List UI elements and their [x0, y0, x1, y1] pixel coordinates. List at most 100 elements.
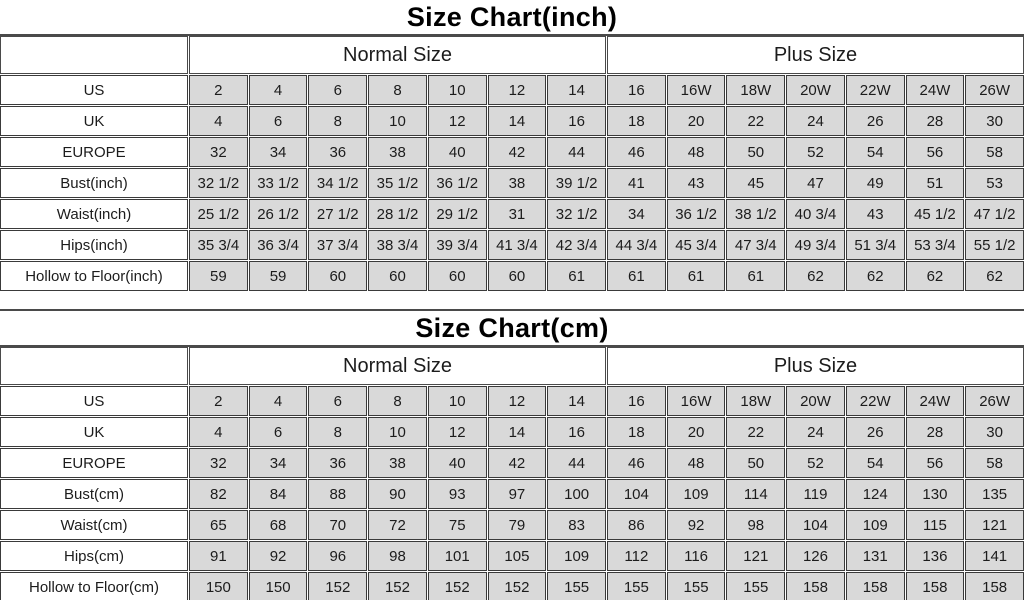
size-value-cell: 4 — [248, 75, 308, 105]
size-value-cell: 115 — [905, 510, 965, 540]
size-value-cell: 41 3/4 — [487, 230, 547, 260]
size-value-cell: 42 — [487, 137, 547, 167]
size-value-cell: 62 — [905, 261, 965, 291]
size-value-cell: 112 — [607, 541, 666, 571]
size-value-cell: 14 — [547, 386, 606, 416]
row-label: Waist(cm) — [0, 510, 188, 540]
size-value-cell: 34 — [248, 448, 308, 478]
row-label: Hollow to Floor(inch) — [0, 261, 188, 291]
size-value-cell: 96 — [308, 541, 368, 571]
size-value-cell: 18 — [607, 417, 666, 447]
size-value-cell: 14 — [547, 75, 606, 105]
size-value-cell: 50 — [726, 448, 786, 478]
size-value-cell: 155 — [726, 572, 786, 600]
size-value-cell: 35 1/2 — [368, 168, 427, 198]
size-value-cell: 24 — [786, 417, 845, 447]
size-value-cell: 24W — [905, 386, 965, 416]
size-value-cell: 22W — [845, 386, 905, 416]
size-value-cell: 54 — [845, 448, 905, 478]
size-value-cell: 10 — [368, 417, 427, 447]
size-value-cell: 100 — [547, 479, 606, 509]
size-value-cell: 6 — [248, 417, 308, 447]
column-group-header: Plus Size — [607, 347, 1024, 385]
column-group-header: Normal Size — [189, 347, 606, 385]
size-value-cell: 8 — [308, 417, 368, 447]
size-value-cell: 4 — [248, 386, 308, 416]
size-value-cell: 31 — [487, 199, 547, 229]
size-value-cell: 70 — [308, 510, 368, 540]
size-value-cell: 20 — [666, 106, 726, 136]
size-value-cell: 38 3/4 — [368, 230, 427, 260]
size-value-cell: 82 — [189, 479, 248, 509]
size-value-cell: 158 — [965, 572, 1024, 600]
size-value-cell: 141 — [965, 541, 1024, 571]
size-value-cell: 36 3/4 — [248, 230, 308, 260]
size-value-cell: 8 — [308, 106, 368, 136]
size-value-cell: 47 — [786, 168, 845, 198]
size-value-cell: 26 — [845, 417, 905, 447]
size-value-cell: 92 — [248, 541, 308, 571]
size-value-cell: 97 — [487, 479, 547, 509]
size-value-cell: 36 — [308, 448, 368, 478]
size-value-cell: 22 — [726, 106, 786, 136]
size-value-cell: 55 1/2 — [965, 230, 1024, 260]
size-value-cell: 27 1/2 — [308, 199, 368, 229]
corner-cell — [0, 36, 188, 74]
size-value-cell: 41 — [607, 168, 666, 198]
size-value-cell: 65 — [189, 510, 248, 540]
size-value-cell: 39 3/4 — [427, 230, 487, 260]
size-value-cell: 51 3/4 — [845, 230, 905, 260]
size-value-cell: 37 3/4 — [308, 230, 368, 260]
size-value-cell: 52 — [786, 137, 845, 167]
size-value-cell: 43 — [666, 168, 726, 198]
row-label: EUROPE — [0, 137, 188, 167]
size-value-cell: 38 1/2 — [726, 199, 786, 229]
size-value-cell: 34 — [248, 137, 308, 167]
size-table-cm: Normal Size Plus Size US 2 4 6 8 10 12 14 16 16W 18W… — [0, 347, 1024, 600]
size-value-cell: 119 — [786, 479, 845, 509]
size-value-cell: 60 — [487, 261, 547, 291]
size-value-cell: 38 — [487, 168, 547, 198]
size-value-cell: 116 — [666, 541, 726, 571]
size-value-cell: 48 — [666, 137, 726, 167]
size-value-cell: 48 — [666, 448, 726, 478]
size-value-cell: 114 — [726, 479, 786, 509]
size-value-cell: 14 — [487, 417, 547, 447]
size-value-cell: 32 — [189, 137, 248, 167]
size-value-cell: 46 — [607, 448, 666, 478]
size-value-cell: 6 — [248, 106, 308, 136]
size-value-cell: 83 — [547, 510, 606, 540]
size-value-cell: 10 — [427, 75, 487, 105]
size-value-cell: 26 1/2 — [248, 199, 308, 229]
size-value-cell: 62 — [965, 261, 1024, 291]
size-value-cell: 18W — [726, 386, 786, 416]
size-value-cell: 34 — [607, 199, 666, 229]
size-value-cell: 20 — [666, 417, 726, 447]
size-value-cell: 16W — [666, 75, 726, 105]
size-value-cell: 40 — [427, 448, 487, 478]
size-value-cell: 10 — [368, 106, 427, 136]
size-value-cell: 93 — [427, 479, 487, 509]
size-chart-inch-title: Size Chart(inch) — [0, 0, 1024, 36]
size-value-cell: 60 — [368, 261, 427, 291]
size-value-cell: 121 — [965, 510, 1024, 540]
size-value-cell: 25 1/2 — [189, 199, 248, 229]
size-value-cell: 49 3/4 — [786, 230, 845, 260]
size-value-cell: 152 — [487, 572, 547, 600]
size-value-cell: 43 — [845, 199, 905, 229]
size-value-cell: 38 — [368, 448, 427, 478]
size-value-cell: 36 1/2 — [666, 199, 726, 229]
size-value-cell: 12 — [487, 75, 547, 105]
size-chart-cm-section: Size Chart(cm) Normal Size Plus Size US 2 4 6… — [0, 309, 1024, 600]
size-value-cell: 53 — [965, 168, 1024, 198]
size-value-cell: 155 — [666, 572, 726, 600]
size-value-cell: 104 — [607, 479, 666, 509]
size-value-cell: 131 — [845, 541, 905, 571]
size-value-cell: 36 — [308, 137, 368, 167]
size-value-cell: 54 — [845, 137, 905, 167]
size-value-cell: 109 — [666, 479, 726, 509]
row-label: Hips(cm) — [0, 541, 188, 571]
size-value-cell: 8 — [368, 75, 427, 105]
size-value-cell: 104 — [786, 510, 845, 540]
size-value-cell: 16 — [547, 106, 606, 136]
